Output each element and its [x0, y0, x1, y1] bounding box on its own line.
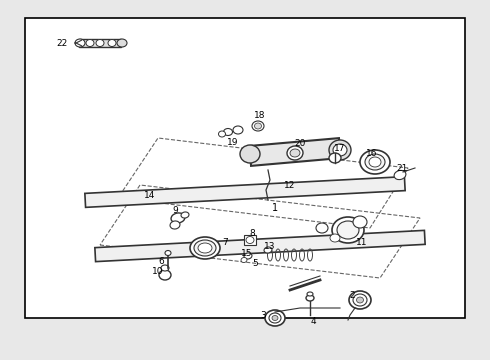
Ellipse shape: [108, 40, 116, 46]
Ellipse shape: [332, 217, 364, 243]
Ellipse shape: [170, 221, 180, 229]
Ellipse shape: [357, 297, 364, 303]
Ellipse shape: [171, 213, 185, 223]
Ellipse shape: [252, 121, 264, 131]
Ellipse shape: [337, 221, 359, 239]
Ellipse shape: [254, 123, 262, 129]
Polygon shape: [244, 235, 256, 245]
Ellipse shape: [365, 154, 385, 170]
Ellipse shape: [330, 234, 340, 242]
Text: 7: 7: [222, 238, 228, 247]
Ellipse shape: [264, 247, 272, 253]
Ellipse shape: [265, 310, 285, 326]
Ellipse shape: [161, 265, 169, 271]
Ellipse shape: [290, 149, 300, 157]
Ellipse shape: [165, 251, 171, 256]
Polygon shape: [79, 39, 121, 47]
Polygon shape: [85, 177, 405, 207]
Ellipse shape: [369, 157, 381, 167]
Ellipse shape: [353, 294, 367, 306]
Text: 13: 13: [264, 242, 276, 251]
Ellipse shape: [86, 40, 94, 46]
Text: 9: 9: [172, 206, 178, 215]
Ellipse shape: [198, 243, 212, 253]
Ellipse shape: [117, 39, 127, 47]
Text: 15: 15: [241, 248, 253, 257]
Ellipse shape: [394, 170, 406, 180]
Ellipse shape: [190, 237, 220, 259]
Ellipse shape: [241, 257, 247, 262]
Ellipse shape: [233, 126, 243, 134]
Ellipse shape: [194, 240, 216, 256]
Ellipse shape: [306, 295, 314, 301]
Ellipse shape: [329, 153, 341, 163]
Ellipse shape: [272, 315, 278, 320]
Text: 8: 8: [249, 229, 255, 238]
Ellipse shape: [316, 223, 328, 233]
Text: 16: 16: [366, 149, 378, 158]
Text: 20: 20: [294, 139, 306, 148]
Text: 10: 10: [152, 267, 164, 276]
Text: 21: 21: [396, 163, 408, 172]
Text: 6: 6: [158, 257, 164, 266]
Bar: [25, 18, 465, 318]
Text: 4: 4: [310, 318, 316, 327]
Ellipse shape: [246, 237, 254, 243]
Text: 3: 3: [260, 310, 266, 320]
Polygon shape: [249, 138, 341, 166]
Text: 14: 14: [145, 190, 156, 199]
Ellipse shape: [75, 39, 85, 47]
Ellipse shape: [269, 313, 281, 323]
Ellipse shape: [353, 216, 367, 228]
Ellipse shape: [181, 212, 189, 218]
Ellipse shape: [244, 253, 252, 259]
Text: 5: 5: [252, 260, 258, 269]
Ellipse shape: [219, 131, 225, 137]
Ellipse shape: [360, 150, 390, 174]
Text: 1: 1: [272, 203, 278, 213]
Text: 18: 18: [254, 111, 266, 120]
Polygon shape: [95, 230, 425, 262]
Ellipse shape: [159, 270, 171, 280]
Text: 22: 22: [56, 39, 68, 48]
Text: 19: 19: [227, 138, 239, 147]
Ellipse shape: [240, 145, 260, 163]
Ellipse shape: [287, 146, 303, 160]
Text: 17: 17: [334, 144, 346, 153]
Ellipse shape: [333, 144, 347, 156]
Ellipse shape: [223, 129, 232, 135]
Text: 11: 11: [356, 238, 368, 247]
Text: 2: 2: [349, 291, 355, 300]
Ellipse shape: [307, 292, 313, 296]
Ellipse shape: [349, 291, 371, 309]
Ellipse shape: [96, 40, 104, 46]
Text: 12: 12: [284, 180, 295, 189]
Ellipse shape: [329, 140, 351, 160]
